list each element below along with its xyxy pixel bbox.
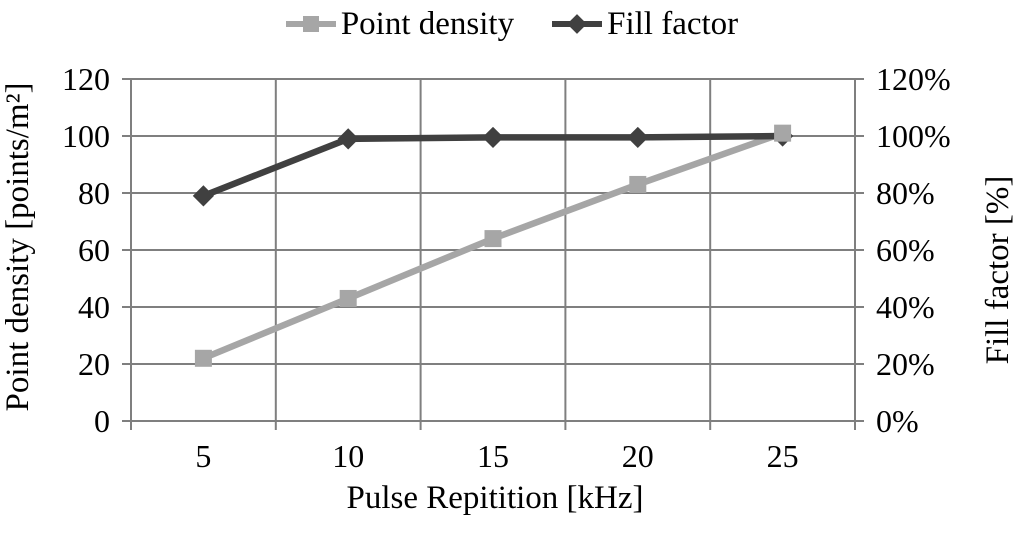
point-density-data-point [629, 175, 647, 193]
legend-label-point-density: Point density [340, 6, 515, 42]
right-y-axis-title: Fill factor [%] [980, 175, 1016, 365]
fill-factor-data-point [627, 126, 649, 149]
right-y-tick-label: 20% [876, 346, 935, 382]
left-y-tick-label: 100 [62, 118, 110, 154]
x-tick-label: 5 [195, 438, 211, 474]
point-density-data-point [339, 289, 357, 307]
fill-factor-series-marker-icon [552, 13, 603, 35]
point-density-data-point [484, 230, 502, 248]
left-y-tick-label: 120 [62, 61, 110, 97]
point-density-data-point [774, 124, 792, 142]
point-density-series-marker-icon [285, 13, 336, 35]
right-y-tick-label: 40% [876, 289, 935, 325]
left-y-axis-title: Point density [points/m²] [0, 82, 36, 412]
right-y-tick-label: 120% [876, 61, 951, 97]
point-density-data-point [194, 349, 212, 367]
x-tick-label: 10 [332, 438, 364, 474]
right-y-tick-label: 60% [876, 232, 935, 268]
right-y-tick-label: 0% [876, 403, 919, 439]
left-y-tick-label: 60 [78, 232, 110, 268]
point-density-square-marker-icon [302, 16, 319, 32]
fill-factor-diamond-marker-icon [567, 14, 588, 34]
x-tick-label: 25 [767, 438, 799, 474]
left-y-tick-label: 40 [78, 289, 110, 325]
legend-label-fill-factor: Fill factor [607, 6, 739, 42]
x-tick-label: 20 [622, 438, 654, 474]
legend-item-fill-factor: Fill factor [552, 2, 738, 46]
left-y-tick-label: 20 [78, 346, 110, 382]
fill-factor-data-point [337, 128, 359, 150]
fill-factor-data-point [482, 126, 504, 149]
legend-item-point-density: Point density [285, 2, 515, 46]
fill-factor-data-point [192, 185, 215, 207]
x-tick-label: 15 [477, 438, 509, 474]
chart-legend: Point density Fill factor [0, 2, 1024, 46]
x-axis-title: Pulse Repitition [kHz] [346, 480, 644, 516]
right-y-tick-label: 100% [876, 118, 951, 154]
right-y-tick-label: 80% [876, 175, 935, 211]
left-y-tick-label: 0 [94, 403, 110, 439]
left-y-tick-label: 80 [78, 175, 110, 211]
